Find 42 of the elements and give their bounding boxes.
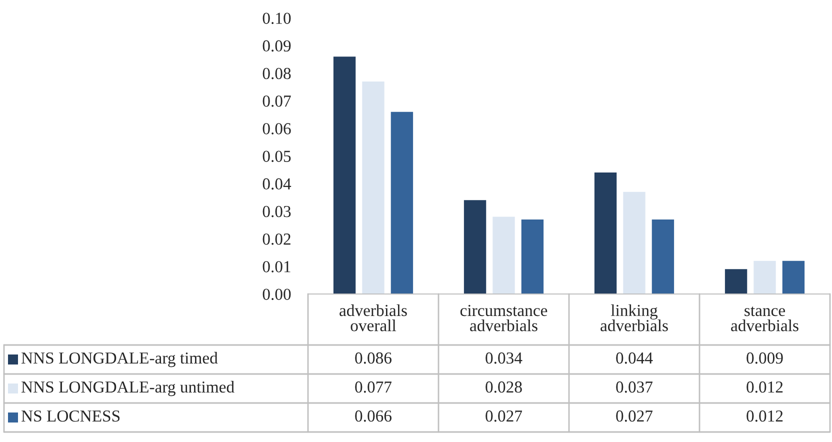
y-tick-label: 0.05	[262, 150, 291, 162]
data-label: 0.009	[746, 352, 783, 364]
data-label: 0.086	[355, 352, 392, 364]
x-tick-label: stance adverbials	[731, 306, 798, 332]
y-tick-label: 0.02	[262, 234, 290, 245]
x-tick-label: adverbials overall	[340, 304, 407, 332]
bar	[782, 260, 805, 294]
y-tick-label: 0.00	[262, 288, 291, 300]
bar	[594, 172, 617, 294]
legend-label: NNS LONGDALE-arg untimed	[21, 380, 234, 396]
x-tick-label: linking adverbials	[600, 304, 668, 332]
bar	[623, 192, 646, 294]
data-label: 0.066	[355, 410, 392, 422]
data-label: 0.027	[616, 410, 653, 422]
data-label: 0.037	[616, 381, 653, 393]
data-label: 0.012	[746, 410, 783, 422]
bar	[333, 56, 356, 294]
bar	[754, 260, 776, 294]
legend-label: NNS LONGDALE-arg timed	[21, 352, 218, 368]
bar	[390, 112, 414, 294]
data-label: 0.077	[355, 381, 392, 393]
y-tick-label: 0.08	[262, 68, 291, 80]
bar	[492, 216, 515, 294]
y-tick-label: 0.06	[262, 123, 291, 134]
bar	[652, 219, 674, 294]
data-label: 0.012	[746, 381, 783, 393]
y-tick-label: 0.09	[262, 40, 291, 52]
bar	[521, 219, 544, 294]
y-tick-label: 0.10	[262, 12, 291, 24]
data-label: 0.034	[486, 352, 522, 364]
data-label: 0.027	[486, 410, 522, 422]
legend-label: NS LOCNESS	[21, 410, 120, 422]
y-tick-label: 0.03	[262, 206, 291, 218]
data-label: 0.028	[486, 381, 522, 393]
bar	[724, 269, 748, 294]
bar	[464, 200, 486, 294]
bar	[362, 81, 384, 294]
data-label: 0.044	[616, 352, 653, 364]
y-tick-label: 0.01	[262, 261, 290, 272]
y-tick-label: 0.07	[262, 96, 291, 107]
x-tick-label: circumstance adverbials	[460, 304, 548, 332]
y-tick-label: 0.04	[262, 178, 292, 190]
